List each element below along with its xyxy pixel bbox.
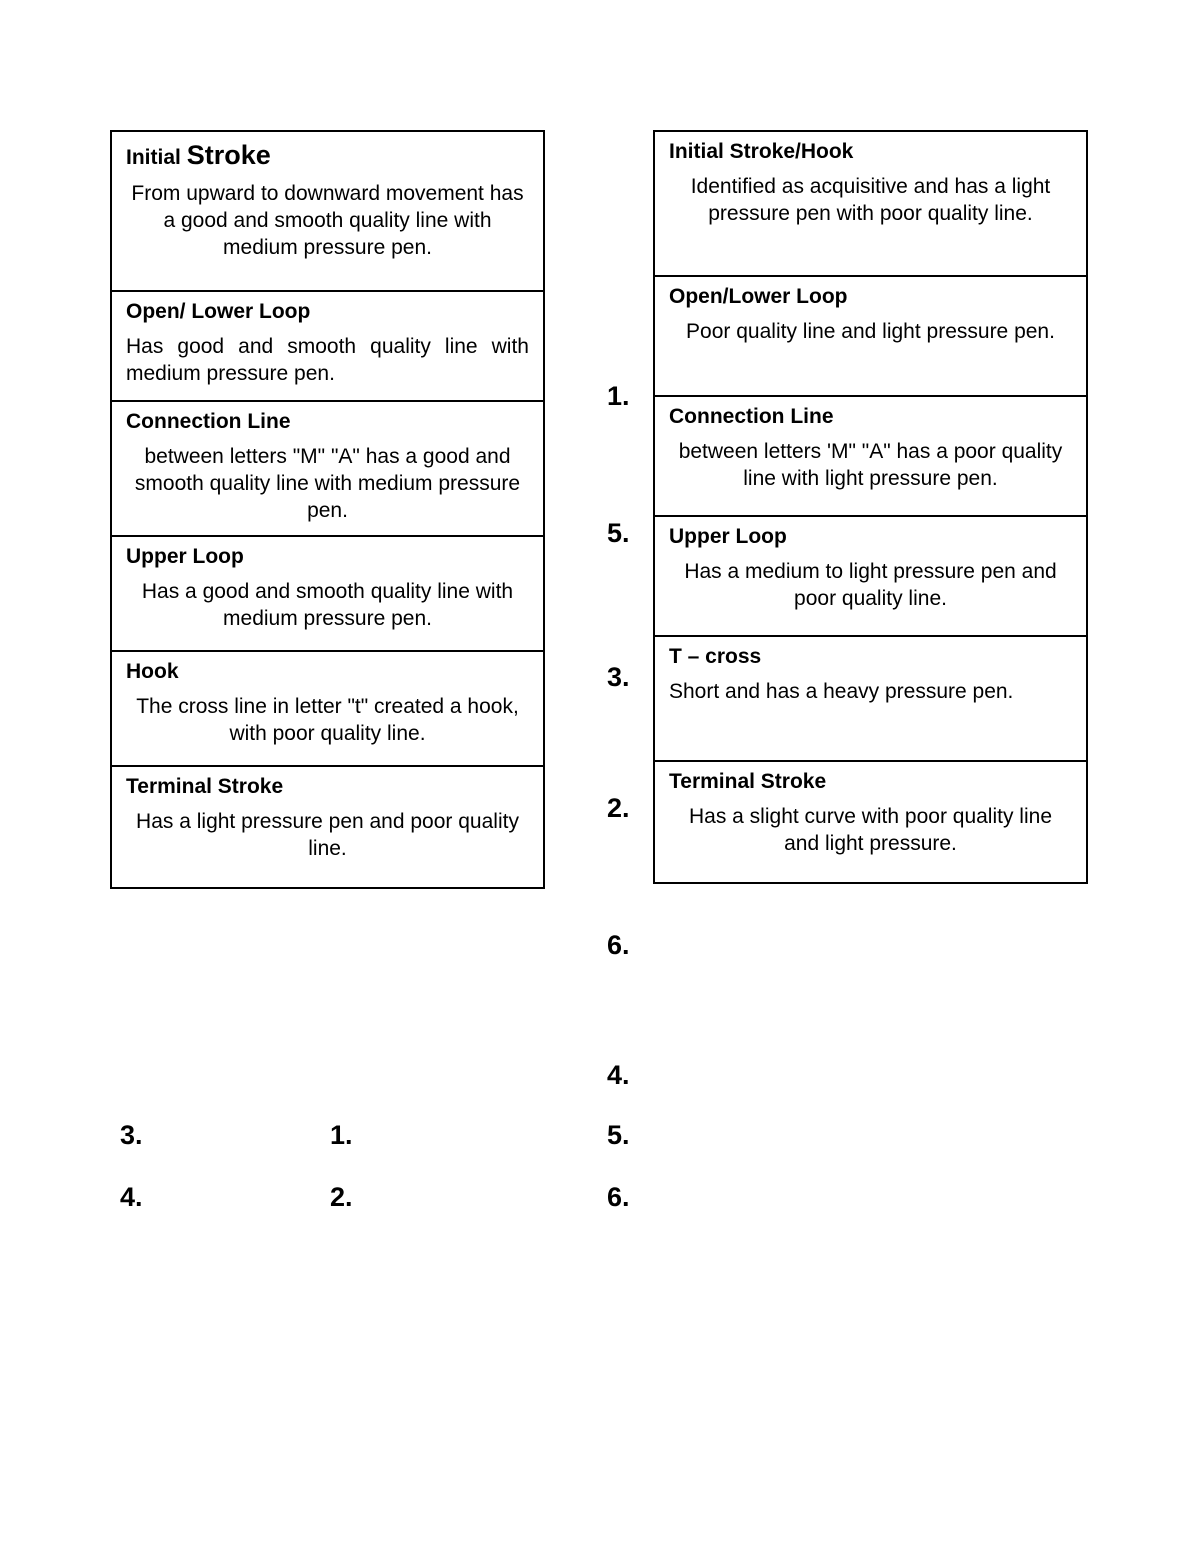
left-row-1: Open/ Lower Loop Has good and smooth qua… — [112, 292, 543, 402]
bottom-number-0: 3. — [120, 1120, 143, 1151]
right-row-3-title: Upper Loop — [669, 525, 1072, 549]
left-row-5-body: Has a light pressure pen and poor qualit… — [126, 809, 529, 863]
mid-number-3: 2. — [607, 793, 647, 824]
mid-number-1: 5. — [607, 518, 647, 549]
right-row-5: Terminal Stroke Has a slight curve with … — [655, 762, 1086, 882]
right-row-5-title: Terminal Stroke — [669, 770, 1072, 794]
left-row-4: Hook The cross line in letter "t" create… — [112, 652, 543, 767]
bottom-number-1: 4. — [120, 1182, 143, 1213]
bottom-number-3: 2. — [330, 1182, 353, 1213]
left-row-3-title: Upper Loop — [126, 545, 529, 569]
left-row-3: Upper Loop Has a good and smooth quality… — [112, 537, 543, 652]
right-row-0: Initial Stroke/Hook Identified as acquis… — [655, 132, 1086, 277]
bottom-number-4: 5. — [607, 1120, 630, 1151]
page: Initial Stroke From upward to downward m… — [0, 0, 1200, 1553]
right-row-3-body: Has a medium to light pressure pen and p… — [669, 559, 1072, 613]
left-table: Initial Stroke From upward to downward m… — [110, 130, 545, 889]
right-row-1-body: Poor quality line and light pressure pen… — [669, 319, 1072, 346]
mid-number-4: 6. — [607, 930, 647, 961]
left-row-0-body: From upward to downward movement has a g… — [126, 181, 529, 262]
right-row-1-title: Open/Lower Loop — [669, 285, 1072, 309]
left-row-3-body: Has a good and smooth quality line with … — [126, 579, 529, 633]
bottom-number-2: 1. — [330, 1120, 353, 1151]
left-row-1-body: Has good and smooth quality line with me… — [126, 334, 529, 388]
bottom-number-5: 6. — [607, 1182, 630, 1213]
right-table: Initial Stroke/Hook Identified as acquis… — [653, 130, 1088, 884]
left-row-0: Initial Stroke From upward to downward m… — [112, 132, 543, 292]
left-row-2-title: Connection Line — [126, 410, 529, 434]
left-row-4-body: The cross line in letter "t" created a h… — [126, 694, 529, 748]
right-row-1: Open/Lower Loop Poor quality line and li… — [655, 277, 1086, 397]
right-row-0-title: Initial Stroke/Hook — [669, 140, 1072, 164]
right-row-4-title: T – cross — [669, 645, 1072, 669]
left-row-0-title-prefix: Initial — [126, 146, 181, 169]
left-row-1-title: Open/ Lower Loop — [126, 300, 529, 324]
left-row-5-title: Terminal Stroke — [126, 775, 529, 799]
left-row-2: Connection Line between letters "M" "A" … — [112, 402, 543, 537]
right-row-4-body: Short and has a heavy pressure pen. — [669, 679, 1072, 706]
right-row-2-title: Connection Line — [669, 405, 1072, 429]
left-row-0-title: Initial Stroke — [126, 140, 529, 171]
right-row-5-body: Has a slight curve with poor quality lin… — [669, 804, 1072, 858]
right-row-4: T – cross Short and has a heavy pressure… — [655, 637, 1086, 762]
left-row-4-title: Hook — [126, 660, 529, 684]
right-row-3: Upper Loop Has a medium to light pressur… — [655, 517, 1086, 637]
mid-number-0: 1. — [607, 381, 647, 412]
right-row-2-body: between letters 'M" "A" has a poor quali… — [669, 439, 1072, 493]
left-row-5: Terminal Stroke Has a light pressure pen… — [112, 767, 543, 887]
mid-number-2: 3. — [607, 662, 647, 693]
left-row-2-body: between letters "M" "A" has a good and s… — [126, 444, 529, 525]
right-row-2: Connection Line between letters 'M" "A" … — [655, 397, 1086, 517]
right-row-0-body: Identified as acquisitive and has a ligh… — [669, 174, 1072, 228]
left-row-0-title-big: Stroke — [187, 140, 271, 170]
mid-number-5: 4. — [607, 1060, 647, 1091]
